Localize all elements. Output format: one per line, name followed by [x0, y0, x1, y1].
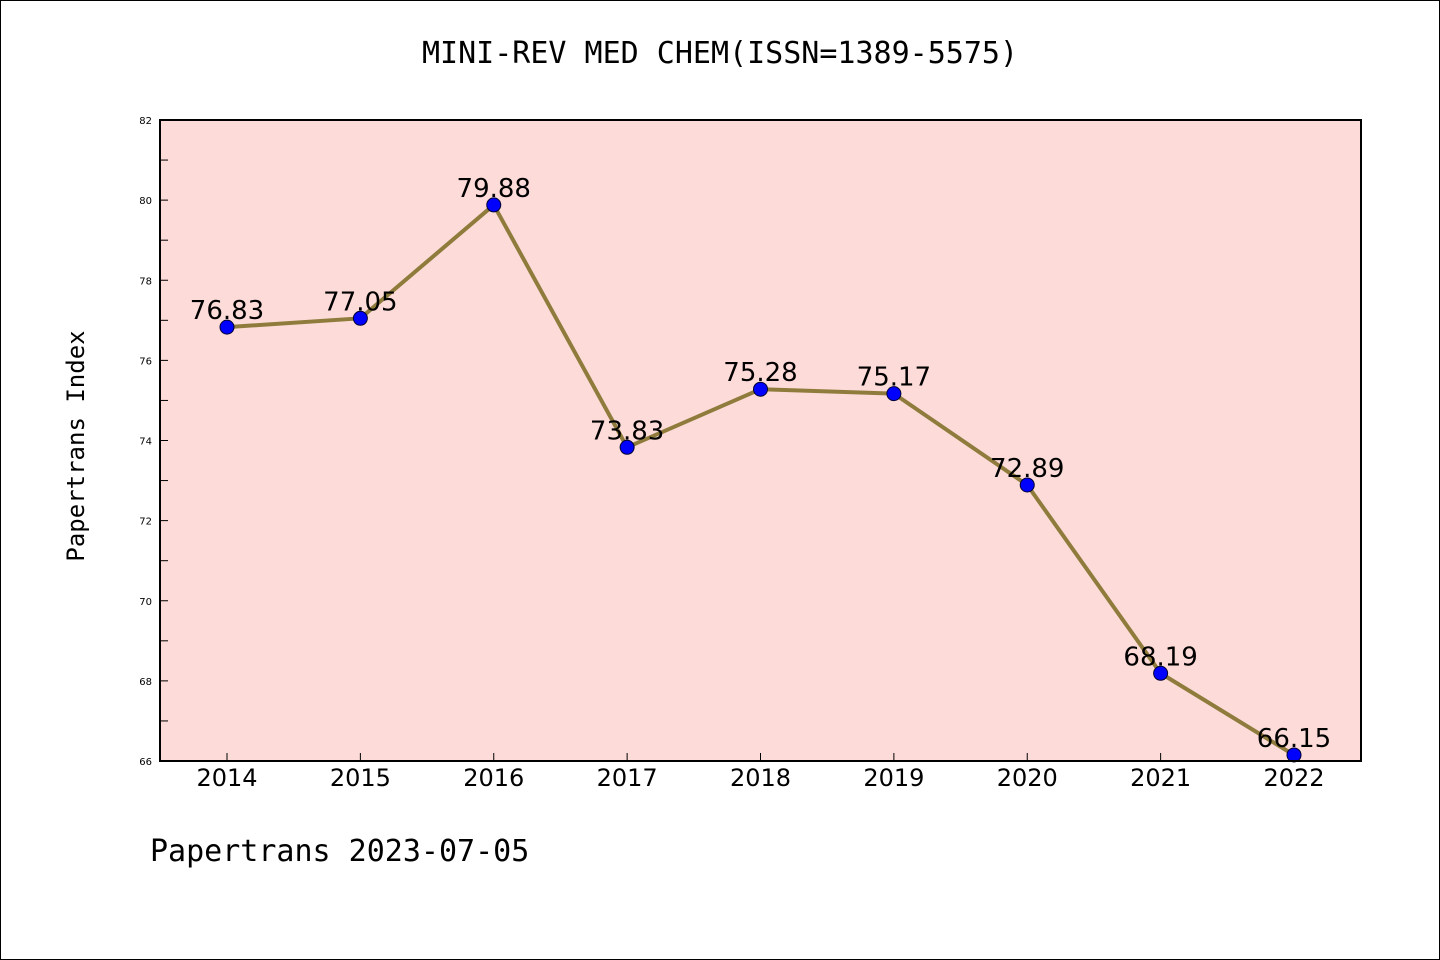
data-point	[352, 310, 368, 326]
data-point	[619, 439, 635, 455]
x-tick-label: 2021	[1130, 764, 1191, 792]
data-point	[486, 197, 502, 213]
data-point	[886, 386, 902, 402]
data-labels: 76.83 77.05 79.88 73.83 75.28 75.17 72.89 68.19…	[190, 174, 1331, 754]
data-label: 77.05	[323, 287, 397, 317]
data-point	[753, 381, 768, 397]
footer-caption: Papertrans 2023-07-05	[150, 834, 530, 869]
data-label: 68.19	[1123, 642, 1197, 672]
data-label: 75.17	[857, 363, 931, 393]
x-tick-label: 2015	[330, 764, 391, 792]
y-axis-ticks: 66 68 70 72 74 76 78 80 82	[139, 116, 168, 768]
series-markers	[219, 197, 1302, 763]
y-tick-label: 76	[139, 356, 152, 367]
data-point	[1019, 477, 1035, 493]
data-label: 72.89	[990, 454, 1064, 484]
data-point	[219, 319, 235, 335]
x-tick-label: 2019	[863, 764, 924, 792]
data-label: 66.15	[1257, 724, 1331, 754]
y-tick-label: 78	[139, 276, 152, 287]
plot-border	[159, 119, 1362, 762]
y-tick-label: 82	[139, 116, 152, 127]
y-tick-label: 66	[139, 757, 152, 768]
x-tick-label: 2018	[730, 764, 791, 792]
plot-area	[160, 120, 1361, 761]
data-point	[1153, 665, 1169, 681]
data-label: 79.88	[457, 174, 531, 204]
x-tick-label: 2016	[463, 764, 524, 792]
data-label: 76.83	[190, 296, 264, 326]
y-tick-label: 68	[139, 677, 152, 688]
y-tick-label: 70	[139, 597, 152, 608]
y-tick-label: 80	[139, 196, 152, 207]
y-tick-label: 74	[139, 437, 152, 448]
x-tick-label: 2014	[196, 764, 257, 792]
x-axis-ticks: 2014 2015 2016 2017 2018 2019 2020 2021 2022	[196, 753, 1325, 792]
y-tick-label: 72	[139, 517, 152, 528]
x-tick-label: 2022	[1263, 764, 1324, 792]
data-label: 75.28	[723, 358, 797, 388]
chart-title: MINI-REV MED CHEM(ISSN=1389-5575)	[421, 36, 1019, 71]
x-tick-label: 2017	[597, 764, 658, 792]
data-label: 73.83	[590, 416, 664, 446]
x-tick-label: 2020	[997, 764, 1058, 792]
